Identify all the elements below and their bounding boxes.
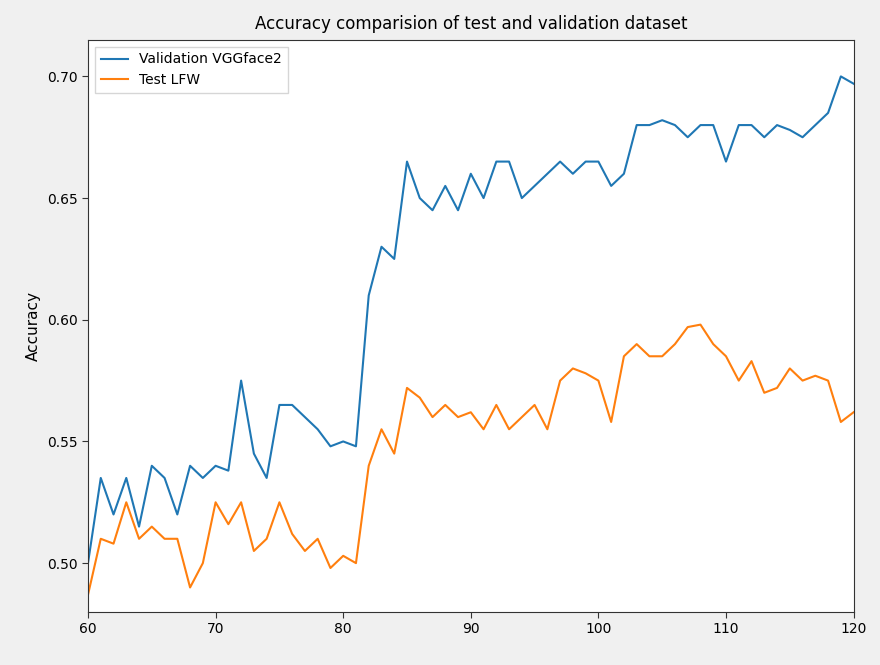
Line: Validation VGGface2: Validation VGGface2 — [88, 76, 854, 563]
Test LFW — [542, 426, 553, 434]
Test LFW — [236, 498, 246, 506]
Validation VGGface2 — [261, 474, 272, 482]
Validation VGGface2 — [236, 376, 246, 384]
Test LFW — [695, 321, 706, 329]
Y-axis label: Accuracy: Accuracy — [26, 291, 41, 361]
Test LFW — [261, 535, 272, 543]
Title: Accuracy comparision of test and validation dataset: Accuracy comparision of test and validat… — [254, 15, 687, 33]
Validation VGGface2 — [491, 158, 502, 166]
Validation VGGface2 — [350, 442, 362, 450]
Validation VGGface2 — [836, 72, 847, 80]
Test LFW — [759, 389, 769, 397]
Test LFW — [848, 408, 859, 416]
Line: Test LFW: Test LFW — [88, 325, 854, 595]
Validation VGGface2 — [746, 121, 757, 129]
Validation VGGface2 — [848, 80, 859, 88]
Validation VGGface2 — [542, 170, 553, 178]
Legend: Validation VGGface2, Test LFW: Validation VGGface2, Test LFW — [95, 47, 288, 93]
Test LFW — [491, 401, 502, 409]
Validation VGGface2 — [83, 559, 93, 567]
Test LFW — [350, 559, 362, 567]
Test LFW — [83, 591, 93, 598]
